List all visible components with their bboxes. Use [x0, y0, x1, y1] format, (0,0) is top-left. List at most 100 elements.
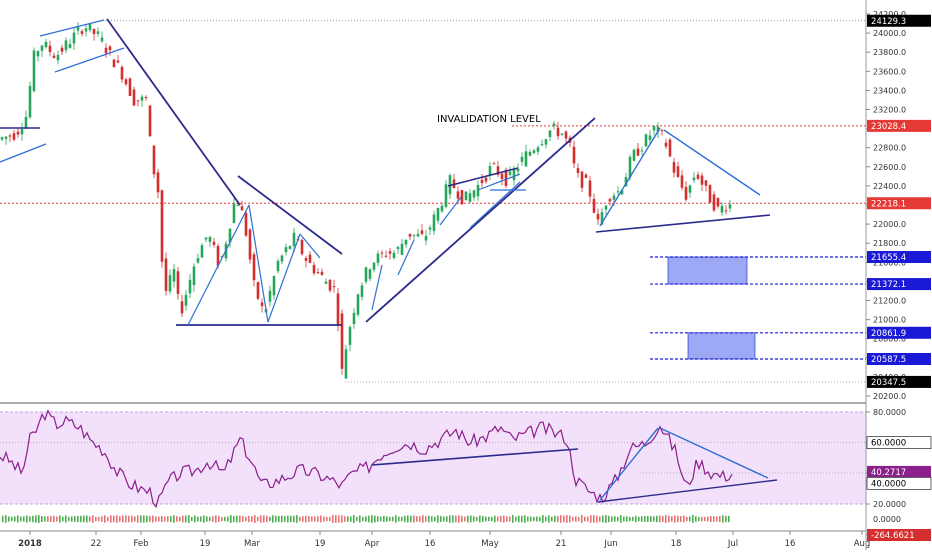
- histogram-bar: [344, 516, 346, 522]
- candle-body: [344, 349, 348, 379]
- candle-body: [336, 293, 340, 325]
- histogram-bar: [143, 515, 145, 523]
- candle-body: [700, 175, 704, 185]
- histogram-bar: [140, 515, 142, 523]
- candle-body: [128, 78, 132, 96]
- rsi-trendlines: [371, 427, 778, 503]
- price-label-box: [867, 352, 931, 365]
- candle-body: [56, 54, 60, 61]
- candle-body: [32, 50, 36, 91]
- candle-body: [16, 131, 20, 135]
- histogram-bar: [185, 515, 187, 523]
- histogram-bar: [287, 515, 289, 523]
- histogram-bar: [32, 515, 34, 523]
- candle-body: [424, 235, 428, 241]
- histogram-bar: [431, 516, 433, 522]
- candle-body: [540, 144, 544, 146]
- candle-body: [24, 116, 28, 129]
- demand-zones: [667, 256, 756, 360]
- candle-body: [448, 175, 452, 195]
- trendline: [106, 18, 241, 206]
- candle-body: [620, 190, 624, 195]
- histogram-bar: [8, 516, 10, 522]
- histogram-bar: [443, 516, 445, 522]
- histogram-bar: [587, 516, 589, 522]
- histogram-bar: [176, 516, 178, 522]
- histogram-bar: [596, 515, 598, 523]
- histogram-bar: [680, 515, 682, 523]
- candle-body: [300, 240, 304, 255]
- histogram-bar: [428, 515, 430, 523]
- histogram-bar: [572, 516, 574, 522]
- price-tick-label: 21800.0: [873, 239, 906, 248]
- histogram-bar: [119, 516, 121, 522]
- candle-body: [520, 156, 524, 162]
- histogram-bar: [467, 515, 469, 523]
- candle-body: [96, 31, 100, 34]
- candle-body: [388, 251, 392, 254]
- histogram-bar: [62, 516, 64, 522]
- candle-body: [116, 60, 120, 63]
- candle-body: [720, 205, 724, 213]
- histogram-bar: [515, 516, 517, 522]
- histogram-bar: [182, 515, 184, 523]
- candle-body: [36, 51, 40, 57]
- histogram-bar: [137, 515, 139, 523]
- histogram-labels: -264.6621: [867, 529, 931, 541]
- rsi-trendline: [659, 427, 769, 479]
- time-tick-label: 19: [200, 539, 211, 549]
- candle-body: [604, 205, 608, 210]
- price-label-box: [867, 375, 931, 388]
- histogram-bar: [362, 516, 364, 522]
- candle-body: [20, 129, 24, 135]
- candle-body: [640, 150, 644, 152]
- candle-body: [304, 258, 308, 261]
- histogram-bar: [314, 516, 316, 522]
- histogram-bar: [560, 515, 562, 523]
- histogram-bar: [302, 516, 304, 522]
- histogram-bar: [500, 515, 502, 523]
- histogram-bar: [146, 515, 148, 523]
- candle-body: [624, 177, 628, 187]
- histogram-bar: [668, 515, 670, 523]
- histogram-bar: [704, 516, 706, 522]
- trendline: [595, 214, 771, 233]
- histogram-bar: [419, 516, 421, 522]
- histogram-bar: [17, 515, 19, 523]
- candle-body: [332, 286, 336, 288]
- histogram-bar: [254, 515, 256, 523]
- candle-body: [320, 271, 324, 276]
- price-label-box: [867, 326, 931, 339]
- histogram-bar: [353, 515, 355, 523]
- histogram-bar: [35, 515, 37, 523]
- histogram-bar: [191, 516, 193, 522]
- histogram-bar: [491, 516, 493, 522]
- candle-body: [140, 96, 144, 101]
- histogram-bar: [305, 515, 307, 523]
- histogram-bar: [128, 515, 130, 523]
- histogram-bar: [326, 516, 328, 522]
- candle-body: [108, 46, 112, 51]
- candle-body: [356, 294, 360, 315]
- trendline: [439, 195, 463, 226]
- candle-body: [0, 137, 4, 140]
- histogram-bar: [53, 515, 55, 523]
- candle-body: [252, 254, 256, 281]
- price-tick-label: 24000.0: [873, 29, 906, 38]
- candle-body: [564, 131, 568, 139]
- price-tick-label: 23400.0: [873, 86, 906, 95]
- price-label: 20347.5: [871, 378, 906, 388]
- candle-body: [408, 233, 412, 237]
- candle-body: [508, 171, 512, 175]
- histogram-bar: [47, 516, 49, 522]
- time-tick-label: Jun: [603, 539, 617, 549]
- candle-body: [280, 255, 284, 262]
- candle-body: [400, 243, 404, 255]
- rsi-label-box: [866, 477, 932, 490]
- candle-body: [284, 247, 288, 252]
- histogram-bar: [233, 516, 235, 522]
- candle-body: [4, 136, 8, 139]
- histogram-bars: [2, 515, 730, 523]
- candle-body: [180, 301, 184, 314]
- histogram-bar: [593, 515, 595, 523]
